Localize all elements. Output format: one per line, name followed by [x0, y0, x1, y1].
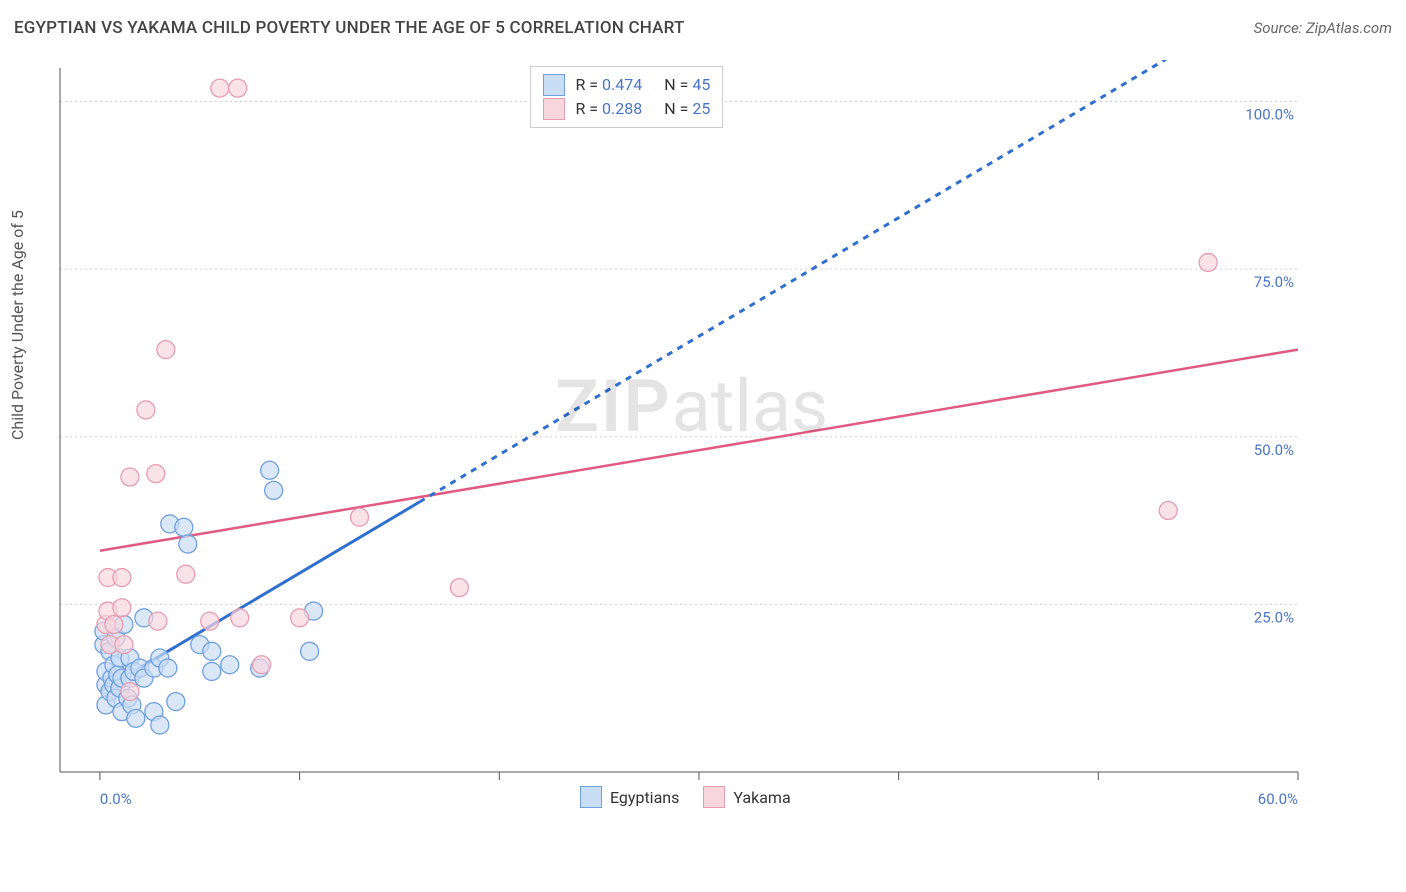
legend-r: R = 0.474: [575, 73, 642, 97]
scatter-chart: 25.0% 50.0% 75.0% 100.0% 0.0% 60.0%: [48, 60, 1388, 820]
data-point: [121, 683, 139, 701]
y-tick-label: 75.0%: [1254, 273, 1294, 291]
legend-row: R = 0.474 N = 45: [543, 73, 710, 97]
data-point: [301, 642, 319, 660]
data-point: [450, 579, 468, 597]
y-tick-label: 25.0%: [1254, 608, 1294, 626]
trend-lines: [100, 60, 1298, 692]
data-point: [137, 401, 155, 419]
legend-swatch: [703, 786, 725, 808]
data-point: [147, 465, 165, 483]
data-point: [221, 656, 239, 674]
data-point: [179, 535, 197, 553]
data-point: [167, 693, 185, 711]
data-point: [157, 341, 175, 359]
data-point: [231, 609, 249, 627]
correlation-legend: R = 0.474 N = 45 R = 0.288 N = 25: [530, 66, 723, 128]
y-tick-label: 50.0%: [1254, 441, 1294, 459]
data-point: [127, 709, 145, 727]
data-point: [151, 716, 169, 734]
legend-label: Egyptians: [610, 788, 679, 807]
legend-swatch: [543, 74, 565, 96]
data-point: [211, 79, 229, 97]
series-points: [97, 79, 1217, 700]
data-point: [175, 518, 193, 536]
data-point: [105, 615, 123, 633]
legend-row: R = 0.288 N = 25: [543, 97, 710, 121]
data-point: [115, 636, 133, 654]
trend-line: [100, 350, 1298, 551]
data-point: [149, 612, 167, 630]
data-point: [261, 461, 279, 479]
legend-swatch: [543, 98, 565, 120]
data-point: [291, 609, 309, 627]
legend-label: Yakama: [733, 788, 790, 807]
chart-title: EGYPTIAN VS YAKAMA CHILD POVERTY UNDER T…: [14, 18, 685, 38]
data-point: [177, 565, 195, 583]
title-bar: EGYPTIAN VS YAKAMA CHILD POVERTY UNDER T…: [14, 18, 1392, 38]
y-tick-label: 100.0%: [1245, 106, 1294, 124]
legend-swatch: [580, 786, 602, 808]
x-tick-label: 0.0%: [100, 790, 132, 808]
data-point: [1199, 253, 1217, 271]
data-point: [159, 659, 177, 677]
series-legend: Egyptians Yakama: [580, 786, 791, 808]
data-point: [253, 656, 271, 674]
legend-n: N = 45: [664, 73, 710, 97]
data-point: [201, 612, 219, 630]
data-point: [113, 599, 131, 617]
legend-n: N = 25: [664, 97, 710, 121]
legend-item: Yakama: [703, 786, 790, 808]
data-point: [229, 79, 247, 97]
y-axis-label: Child Poverty Under the Age of 5: [8, 210, 27, 440]
data-point: [1159, 502, 1177, 520]
legend-item: Egyptians: [580, 786, 679, 808]
source-label: Source: ZipAtlas.com: [1254, 19, 1392, 37]
data-point: [265, 481, 283, 499]
legend-r: R = 0.288: [575, 97, 642, 121]
data-point: [203, 662, 221, 680]
x-tick-label: 60.0%: [1258, 790, 1298, 808]
plot-area: 25.0% 50.0% 75.0% 100.0% 0.0% 60.0%: [48, 60, 1388, 820]
data-point: [113, 569, 131, 587]
data-point: [121, 468, 139, 486]
data-point: [351, 508, 369, 526]
data-point: [203, 642, 221, 660]
